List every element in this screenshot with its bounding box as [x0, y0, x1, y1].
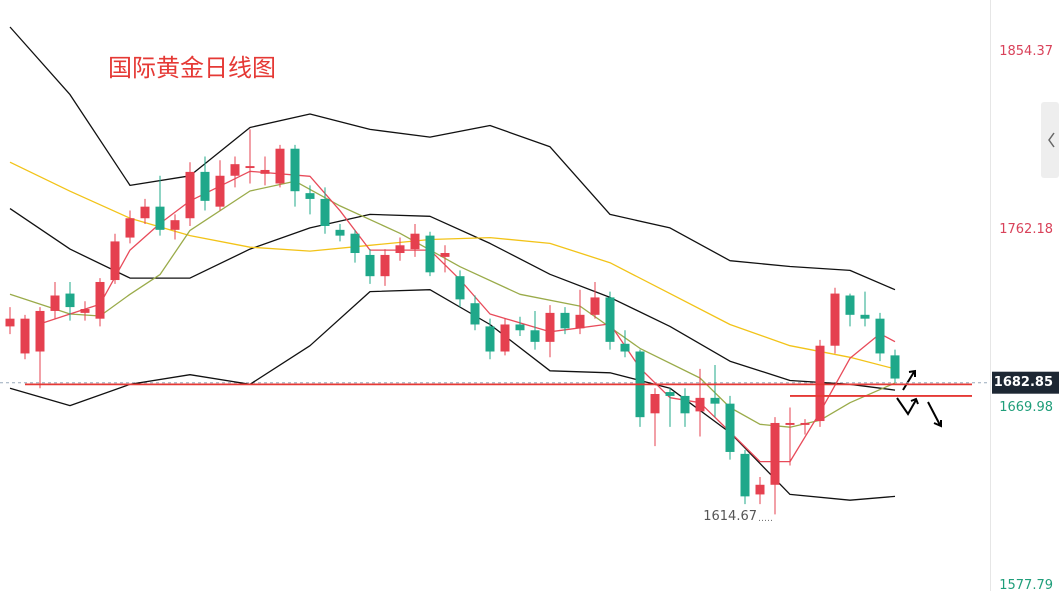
candle-body [695, 397, 705, 412]
candle-body [545, 312, 555, 342]
candle-body [80, 309, 90, 313]
candles [5, 129, 900, 515]
candle-body [305, 193, 315, 199]
candle-body [425, 235, 435, 273]
candle-body [725, 403, 735, 452]
last-price-box [992, 371, 1059, 394]
candle-body [395, 245, 405, 254]
candle-body [110, 241, 120, 281]
indicator-line [9, 208, 896, 391]
candle-body [200, 171, 210, 201]
trend-arrows [896, 369, 942, 428]
candle-body [710, 397, 720, 404]
candle-body [590, 297, 600, 315]
collapse-tab[interactable] [1041, 102, 1059, 178]
candle-body [335, 229, 345, 236]
candle-body [320, 198, 330, 226]
candle-body [860, 314, 870, 319]
candle-body [455, 276, 465, 300]
candle-body [245, 166, 255, 169]
candle-body [365, 254, 375, 277]
candle-body [575, 314, 585, 329]
candle-body [740, 453, 750, 497]
candle-body [95, 281, 105, 319]
y-tick-label: 1577.79 [999, 578, 1053, 591]
candle-body [140, 206, 150, 219]
candle-body [215, 175, 225, 207]
y-tick-label: 1669.98 [999, 400, 1053, 415]
candle-body [845, 295, 855, 315]
candle-body [785, 422, 795, 425]
candle-body [185, 171, 195, 219]
y-tick-label: 1854.37 [999, 44, 1053, 59]
candle-body [5, 318, 15, 327]
candle-body [170, 220, 180, 230]
candle-body [230, 164, 240, 176]
candle-body [530, 330, 540, 342]
candle-body [65, 293, 75, 308]
candle-body [800, 422, 810, 425]
indicator-lines [9, 26, 896, 501]
candle-body [290, 148, 300, 192]
low-label: 1614.67 [703, 509, 757, 524]
candle-body [155, 206, 165, 230]
candle-body [275, 148, 285, 184]
indicator-line [39, 170, 896, 463]
candle-body [680, 395, 690, 414]
candle-body [410, 233, 420, 250]
y-tick-label: 1762.18 [999, 222, 1053, 237]
candle-body [770, 422, 780, 485]
candle-body [620, 343, 630, 352]
candle-body [50, 295, 60, 311]
candle-body [260, 169, 270, 174]
candle-body [470, 303, 480, 325]
candle-body [890, 355, 900, 379]
candle-body [875, 318, 885, 354]
indicator-line [9, 161, 896, 370]
candle-body [650, 394, 660, 414]
candle-body [20, 318, 30, 354]
candle-body [440, 253, 450, 257]
indicator-line [9, 289, 896, 501]
candle-body [560, 312, 570, 329]
candle-body [815, 345, 825, 422]
candle-body [485, 326, 495, 352]
candle-body [605, 297, 615, 342]
candle-body [830, 293, 840, 346]
indicator-line [9, 180, 896, 428]
chart-title: 国际黄金日线图 [108, 54, 276, 82]
candle-body [500, 324, 510, 352]
candle-body [665, 392, 675, 396]
candle-body [380, 254, 390, 277]
last-price-label: 1682.85 [994, 375, 1053, 390]
candle-body [125, 218, 135, 238]
candle-body [350, 233, 360, 254]
candle-body [755, 484, 765, 495]
candle-body [35, 310, 45, 352]
candle-body [515, 324, 525, 331]
